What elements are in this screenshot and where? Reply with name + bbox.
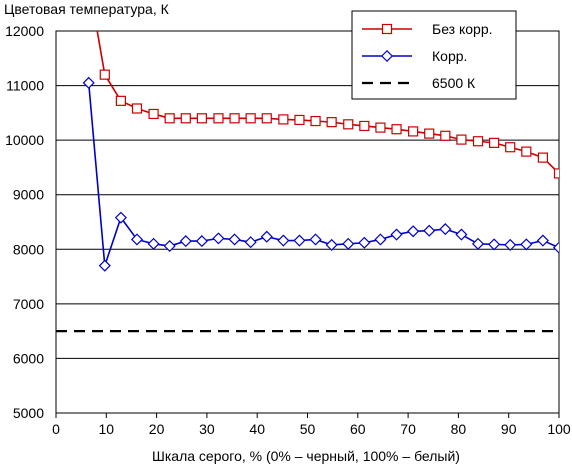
series-corrected-point bbox=[536, 234, 549, 247]
series-uncorrected-point bbox=[131, 103, 143, 114]
series-corrected bbox=[82, 76, 559, 272]
series-uncorrected-point bbox=[115, 95, 126, 106]
series-uncorrected-point bbox=[99, 69, 110, 80]
series-uncorrected-point bbox=[391, 124, 402, 135]
x-tick-label: 100 bbox=[547, 421, 571, 437]
series-corrected-point bbox=[358, 236, 371, 249]
series-uncorrected-point bbox=[148, 108, 159, 120]
series-corrected-point bbox=[195, 235, 208, 248]
series-uncorrected-point bbox=[424, 128, 435, 139]
x-tick-label: 90 bbox=[501, 421, 517, 437]
series-uncorrected-point bbox=[294, 114, 305, 126]
x-tick-label: 50 bbox=[300, 421, 316, 437]
series-corrected-point bbox=[488, 238, 501, 251]
series-uncorrected-point bbox=[164, 113, 175, 124]
series-corrected-point bbox=[471, 237, 485, 250]
series-uncorrected-point bbox=[537, 152, 549, 163]
x-tick-label: 0 bbox=[52, 421, 60, 437]
legend-corrected: Корр. bbox=[362, 48, 467, 64]
legend-corrected-label: Корр. bbox=[432, 48, 467, 64]
series-corrected-point bbox=[147, 237, 160, 250]
series-uncorrected bbox=[96, 31, 559, 179]
grid-lines bbox=[56, 30, 559, 414]
series-uncorrected-point bbox=[261, 113, 272, 124]
series-corrected-point bbox=[244, 236, 257, 249]
legend: Без корр. Корр. 6500 К bbox=[351, 10, 517, 100]
x-tick-label: 10 bbox=[99, 421, 115, 437]
series-corrected-point bbox=[325, 238, 338, 251]
y-tick-label: 8000 bbox=[13, 241, 44, 257]
series-corrected-point bbox=[552, 241, 559, 254]
series-uncorrected-point bbox=[375, 122, 386, 133]
series-corrected-point bbox=[82, 76, 95, 89]
y-tick-labels: 5000 6000 7000 8000 9000 10000 11000 12000 bbox=[5, 23, 44, 421]
series-corrected-point bbox=[212, 232, 225, 245]
series-corrected-point bbox=[504, 238, 517, 251]
series-corrected-point bbox=[260, 230, 273, 243]
series-corrected-line bbox=[87, 82, 559, 266]
legend-uncorrected-label: Без корр. bbox=[432, 21, 493, 37]
series-uncorrected-point bbox=[196, 113, 207, 124]
series-uncorrected-point bbox=[472, 136, 484, 147]
x-tick-labels: 0 10 20 30 40 50 60 70 80 90 100 bbox=[52, 413, 571, 437]
series-corrected-point bbox=[309, 233, 322, 246]
legend-corrected-marker bbox=[380, 49, 394, 63]
series-corrected-point bbox=[439, 223, 452, 236]
series-uncorrected-point bbox=[278, 114, 289, 125]
series-corrected-point bbox=[277, 234, 290, 247]
x-tick-label: 30 bbox=[199, 421, 215, 437]
series-uncorrected-point bbox=[440, 130, 451, 141]
series-corrected-point bbox=[228, 233, 241, 246]
y-tick-label: 11000 bbox=[6, 78, 44, 94]
series-corrected-point bbox=[455, 228, 468, 241]
y-tick-label: 7000 bbox=[13, 296, 44, 312]
series-corrected-point bbox=[390, 228, 403, 241]
series-uncorrected-point bbox=[521, 146, 532, 157]
legend-uncorrected-marker bbox=[381, 23, 393, 35]
series-uncorrected-point bbox=[310, 115, 321, 127]
y-tick-label: 12000 bbox=[5, 23, 44, 39]
series-uncorrected-point bbox=[180, 113, 191, 124]
y-axis-title: Цветовая температура, К bbox=[4, 1, 170, 17]
series-uncorrected-point bbox=[408, 126, 419, 137]
series-corrected-point bbox=[342, 237, 355, 250]
series-corrected-point bbox=[130, 233, 144, 246]
y-tick-label: 5000 bbox=[13, 405, 44, 421]
y-tick-label: 9000 bbox=[13, 187, 44, 203]
legend-6500k: 6500 К bbox=[362, 75, 476, 91]
series-uncorrected-point bbox=[489, 137, 500, 148]
series-uncorrected-point bbox=[213, 113, 224, 124]
series-corrected-point bbox=[179, 235, 192, 248]
series-corrected-point bbox=[423, 224, 436, 237]
series-uncorrected-point bbox=[359, 120, 370, 132]
x-tick-label: 80 bbox=[451, 421, 467, 437]
series-layer bbox=[56, 31, 559, 333]
series-uncorrected-point bbox=[343, 119, 354, 130]
y-tick-label: 10000 bbox=[5, 132, 44, 148]
x-tick-label: 40 bbox=[249, 421, 265, 437]
x-tick-label: 20 bbox=[149, 421, 165, 437]
series-uncorrected-point bbox=[245, 113, 256, 124]
x-axis-title: Шкала серого, % (0% – черный, 100% – бел… bbox=[152, 448, 460, 464]
series-uncorrected-point bbox=[456, 134, 467, 145]
series-corrected-point bbox=[407, 225, 420, 238]
legend-box bbox=[351, 10, 517, 100]
legend-uncorrected: Без корр. bbox=[362, 21, 493, 37]
x-tick-label: 60 bbox=[350, 421, 366, 437]
legend-6500k-label: 6500 К bbox=[432, 75, 476, 91]
series-uncorrected-point bbox=[229, 113, 240, 124]
series-corrected-point bbox=[163, 239, 176, 253]
series-corrected-point bbox=[520, 238, 533, 251]
series-uncorrected-point bbox=[505, 142, 516, 153]
series-uncorrected-point bbox=[326, 117, 337, 128]
series-corrected-point bbox=[293, 234, 306, 247]
y-tick-label: 6000 bbox=[13, 350, 44, 366]
series-corrected-point bbox=[114, 211, 127, 224]
series-corrected-point bbox=[98, 259, 111, 272]
series-uncorrected-point bbox=[553, 168, 559, 179]
series-corrected-point bbox=[374, 233, 387, 246]
x-tick-label: 70 bbox=[400, 421, 416, 437]
